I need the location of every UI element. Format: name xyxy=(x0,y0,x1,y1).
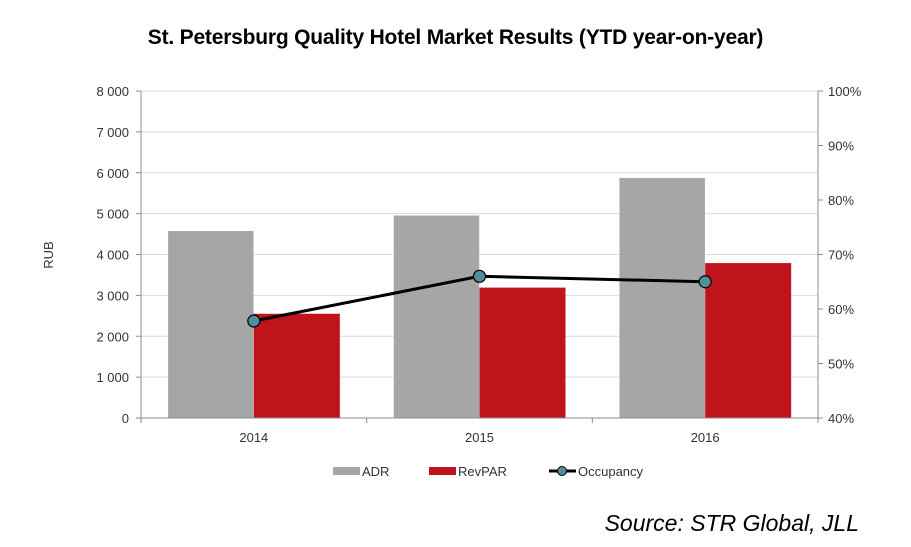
axes xyxy=(136,90,823,423)
y-tick-label: 3 000 xyxy=(96,288,129,303)
bar-revpar-2016 xyxy=(705,263,792,418)
y-tick-label: 2 000 xyxy=(96,329,129,344)
legend-label-revpar: RevPAR xyxy=(458,464,507,479)
occupancy-line xyxy=(247,269,712,328)
bar-revpar-2014 xyxy=(253,313,340,418)
bar-adr-2016 xyxy=(618,177,706,419)
legend-swatch-occupancy-marker xyxy=(557,466,567,476)
source-note: Source: STR Global, JLL xyxy=(604,510,859,536)
y2-tick-label: 50% xyxy=(828,357,854,372)
y2-tick-label: 60% xyxy=(828,302,854,317)
y2-tick-label: 40% xyxy=(828,411,854,426)
legend-label-adr: ADR xyxy=(362,464,389,479)
bars xyxy=(167,177,792,419)
y-tick-label: 4 000 xyxy=(96,248,129,263)
y-axis-label: RUB xyxy=(41,241,56,268)
x-tick-label: 2016 xyxy=(691,430,720,445)
y-tick-label: 7 000 xyxy=(96,125,129,140)
chart-title: St. Petersburg Quality Hotel Market Resu… xyxy=(147,26,764,49)
bar-revpar-2015 xyxy=(479,287,566,418)
y-tick-label: 5 000 xyxy=(96,207,129,222)
tick-labels: 0 1 000 2 000 3 000 4 000 5 000 6 000 7 000 8 00… xyxy=(96,84,861,445)
y-tick-label: 1 000 xyxy=(96,370,129,385)
y2-tick-label: 100% xyxy=(828,84,862,99)
legend-label-occupancy: Occupancy xyxy=(578,464,644,479)
legend: ADR RevPAR Occupancy xyxy=(333,464,644,479)
y2-tick-label: 90% xyxy=(828,139,854,154)
occupancy-point-2015 xyxy=(472,269,487,283)
x-tick-label: 2015 xyxy=(465,430,494,445)
x-tick-label: 2014 xyxy=(239,430,268,445)
legend-swatch-revpar xyxy=(429,467,456,475)
bar-adr-2015 xyxy=(393,215,480,419)
legend-swatch-adr xyxy=(333,467,360,475)
occupancy-point-2016 xyxy=(698,275,712,289)
y2-tick-label: 70% xyxy=(828,248,854,263)
y-tick-label: 8 000 xyxy=(96,84,129,99)
y-tick-label: 6 000 xyxy=(96,166,129,181)
y-tick-label: 0 xyxy=(122,411,129,426)
occupancy-point-2014 xyxy=(247,314,261,328)
bar-adr-2014 xyxy=(167,230,255,419)
y2-tick-label: 80% xyxy=(828,193,854,208)
